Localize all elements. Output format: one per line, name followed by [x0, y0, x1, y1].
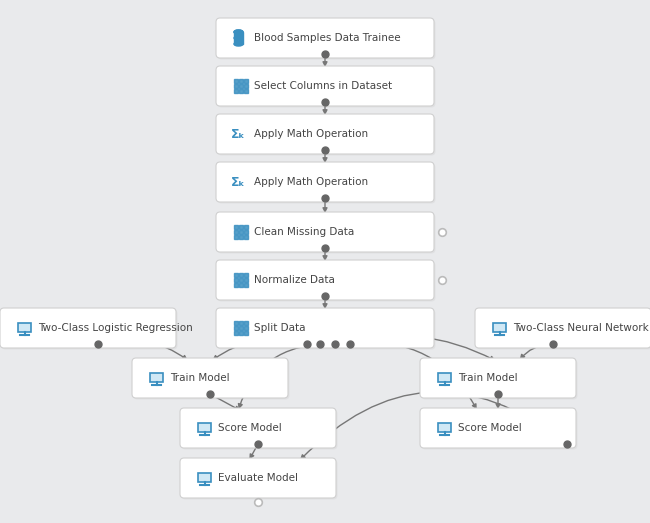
Ellipse shape	[234, 36, 243, 40]
Bar	[438, 423, 451, 431]
FancyBboxPatch shape	[181, 410, 337, 449]
Bar	[438, 372, 451, 381]
Bar	[244, 230, 248, 234]
FancyBboxPatch shape	[1, 310, 177, 349]
Bar	[198, 423, 211, 431]
Text: Normalize Data: Normalize Data	[254, 275, 335, 285]
Bar	[244, 331, 248, 335]
Bar	[234, 230, 238, 234]
FancyBboxPatch shape	[218, 213, 436, 254]
Text: Σₖ: Σₖ	[231, 176, 246, 188]
Text: Evaluate Model: Evaluate Model	[218, 473, 298, 483]
Text: Apply Math Operation: Apply Math Operation	[254, 129, 368, 139]
Text: Score Model: Score Model	[458, 423, 522, 433]
Bar	[239, 79, 243, 83]
Text: Train Model: Train Model	[458, 373, 517, 383]
Bar	[244, 225, 248, 229]
Bar	[18, 323, 31, 332]
FancyBboxPatch shape	[421, 410, 577, 449]
Bar	[198, 472, 211, 482]
Bar	[239, 225, 243, 229]
Bar	[239, 331, 243, 335]
FancyBboxPatch shape	[0, 308, 176, 348]
Bar	[493, 323, 506, 332]
Text: Blood Samples Data Trainee: Blood Samples Data Trainee	[254, 33, 400, 43]
Bar	[234, 32, 243, 44]
FancyBboxPatch shape	[216, 260, 434, 300]
Text: Train Model: Train Model	[170, 373, 229, 383]
FancyBboxPatch shape	[421, 359, 577, 400]
Bar	[239, 89, 243, 93]
Bar	[244, 273, 248, 277]
Bar	[234, 89, 238, 93]
FancyBboxPatch shape	[420, 408, 576, 448]
Bar	[234, 331, 238, 335]
Bar	[244, 235, 248, 239]
FancyBboxPatch shape	[133, 359, 289, 400]
FancyBboxPatch shape	[216, 212, 434, 252]
Text: Two-Class Neural Network: Two-Class Neural Network	[513, 323, 649, 333]
Bar	[239, 235, 243, 239]
FancyBboxPatch shape	[420, 358, 576, 398]
Bar	[244, 283, 248, 287]
FancyBboxPatch shape	[216, 308, 434, 348]
Bar	[234, 84, 238, 88]
Text: Score Model: Score Model	[218, 423, 281, 433]
Bar	[239, 321, 243, 325]
Bar	[150, 372, 163, 381]
FancyBboxPatch shape	[181, 460, 337, 499]
FancyBboxPatch shape	[216, 162, 434, 202]
Bar	[234, 326, 238, 330]
FancyBboxPatch shape	[218, 116, 436, 155]
Bar	[244, 89, 248, 93]
Bar	[234, 273, 238, 277]
Bar	[244, 278, 248, 282]
Bar	[239, 230, 243, 234]
Text: Σₖ: Σₖ	[231, 128, 246, 141]
Bar	[234, 79, 238, 83]
FancyBboxPatch shape	[180, 458, 336, 498]
FancyBboxPatch shape	[476, 310, 650, 349]
Bar	[239, 278, 243, 282]
FancyBboxPatch shape	[475, 308, 650, 348]
Bar	[234, 283, 238, 287]
Bar	[234, 321, 238, 325]
Bar	[234, 235, 238, 239]
Ellipse shape	[234, 30, 243, 34]
Bar	[234, 225, 238, 229]
Text: Clean Missing Data: Clean Missing Data	[254, 227, 354, 237]
FancyBboxPatch shape	[180, 408, 336, 448]
Bar	[239, 283, 243, 287]
FancyBboxPatch shape	[216, 18, 434, 58]
Text: Select Columns in Dataset: Select Columns in Dataset	[254, 81, 392, 91]
FancyBboxPatch shape	[216, 114, 434, 154]
FancyBboxPatch shape	[216, 66, 434, 106]
Text: Apply Math Operation: Apply Math Operation	[254, 177, 368, 187]
FancyBboxPatch shape	[132, 358, 288, 398]
Text: Split Data: Split Data	[254, 323, 306, 333]
FancyBboxPatch shape	[218, 262, 436, 301]
Bar	[244, 84, 248, 88]
FancyBboxPatch shape	[218, 67, 436, 108]
Text: Two-Class Logistic Regression: Two-Class Logistic Regression	[38, 323, 193, 333]
Bar	[234, 278, 238, 282]
Bar	[239, 326, 243, 330]
Bar	[244, 79, 248, 83]
Ellipse shape	[234, 42, 243, 46]
FancyBboxPatch shape	[218, 19, 436, 60]
Ellipse shape	[234, 30, 243, 34]
FancyBboxPatch shape	[218, 310, 436, 349]
Bar	[239, 84, 243, 88]
Bar	[239, 273, 243, 277]
Bar	[244, 326, 248, 330]
FancyBboxPatch shape	[218, 164, 436, 203]
Bar	[244, 321, 248, 325]
